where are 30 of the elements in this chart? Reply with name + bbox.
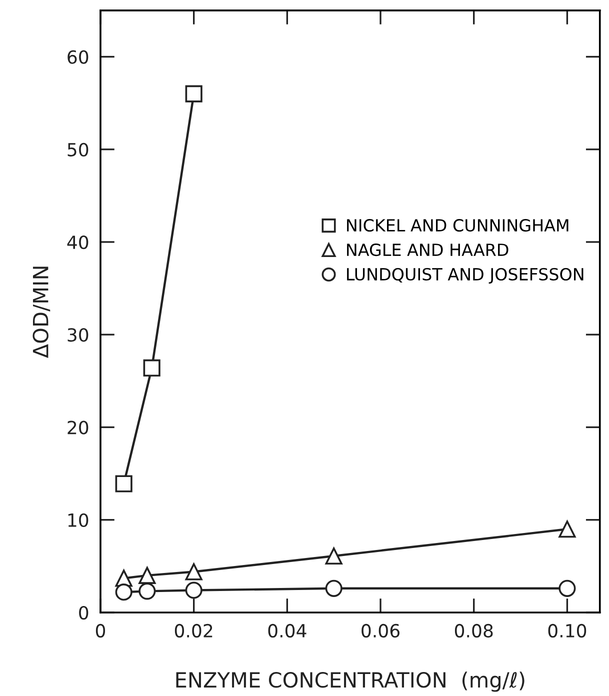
x-tick-label: 0.10 (548, 624, 586, 638)
y-tick-label: 40 (67, 235, 88, 250)
x-tick-label: 0.06 (362, 624, 400, 638)
x-tick-label: 0 (96, 624, 106, 638)
x-tick-label: 0.02 (174, 624, 212, 638)
y-tick-label: 60 (68, 50, 88, 64)
point (138, 582, 156, 600)
point (138, 566, 156, 584)
legend-label: NICKEL AND CUNNINGHAM (347, 219, 568, 232)
x-tick-label: 0.04 (268, 624, 306, 638)
y-tick-label: 20 (68, 420, 88, 434)
point (185, 582, 202, 599)
point (185, 563, 202, 580)
point (143, 359, 160, 377)
y-tick-label: 0 (79, 606, 88, 620)
y-tick-label: 30 (68, 328, 88, 342)
y-tick-label: 50 (68, 142, 88, 156)
x-axis-title: ENZYME CONCENTRATION (mg/ℓ) (176, 672, 524, 692)
x-tick-label: 0.08 (454, 624, 493, 638)
point (325, 547, 342, 565)
y-axis-title: ΔOD/MIN (32, 266, 50, 358)
y-tick-label: 10 (68, 513, 88, 527)
legend-label: LUNDQUIST AND JOSEFSSON (347, 268, 584, 284)
point (185, 85, 202, 102)
point (115, 584, 132, 601)
point (558, 520, 576, 538)
point (115, 475, 132, 492)
point (558, 580, 576, 597)
legend-label: NAGLE AND HAARD (347, 243, 508, 256)
point (325, 580, 342, 597)
